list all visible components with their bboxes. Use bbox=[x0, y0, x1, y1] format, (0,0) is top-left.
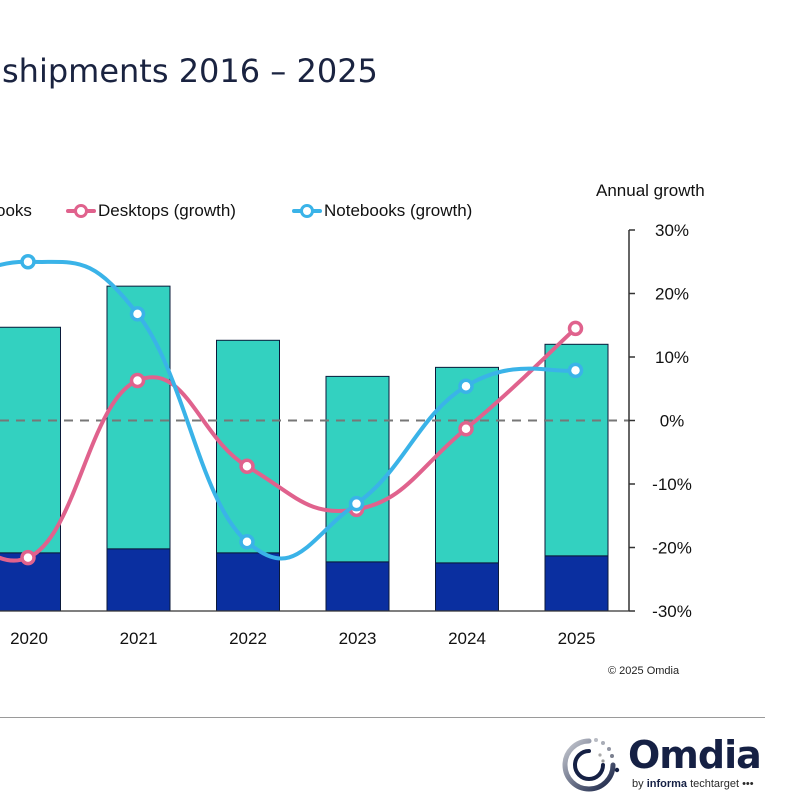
right-axis-tick-label: 30% bbox=[655, 221, 689, 240]
right-axis-tick-label: 10% bbox=[655, 348, 689, 367]
x-tick-label: 2021 bbox=[120, 629, 158, 648]
point-desktops-growth-2025 bbox=[567, 320, 584, 337]
x-tick-label: 2024 bbox=[448, 629, 486, 648]
logo-sub-brand: informa bbox=[646, 778, 688, 790]
bar-desktops-2024 bbox=[435, 562, 499, 612]
line-marker-icon bbox=[292, 204, 322, 218]
right-axis-tick-label: -30% bbox=[652, 602, 692, 621]
x-tick-label: 2023 bbox=[339, 629, 377, 648]
legend-label: Desktops (growth) bbox=[98, 201, 236, 220]
right-axis-tick-label: -20% bbox=[652, 539, 692, 558]
legend-item-notebooks-growth: Notebooks (growth) bbox=[292, 201, 472, 221]
point-notebooks-growth-2020 bbox=[20, 254, 36, 270]
omdia-logo-mark-icon bbox=[562, 738, 620, 792]
bar-desktops-2021 bbox=[106, 548, 171, 612]
point-notebooks-growth-2025 bbox=[567, 362, 584, 379]
legend-item-desktops-growth: Desktops (growth) bbox=[66, 201, 236, 221]
logo-sub-prefix: by bbox=[632, 778, 647, 790]
logo-wordmark: Omdia bbox=[628, 733, 762, 777]
chart-plot: 30% 20% 10% 0% -10% -20% -30% 2020 2021 2022 2023… bbox=[0, 221, 692, 648]
point-notebooks-growth-2021 bbox=[129, 306, 146, 322]
footer-divider bbox=[0, 717, 765, 718]
x-tick-label: 2022 bbox=[229, 629, 267, 648]
x-tick-label: 2020 bbox=[10, 629, 48, 648]
point-notebooks-growth-2024 bbox=[458, 378, 474, 394]
x-tick-label: 2025 bbox=[558, 629, 596, 648]
point-notebooks-growth-2023 bbox=[348, 495, 365, 512]
copyright-text: © 2025 Omdia bbox=[608, 665, 680, 677]
logo-subtitle: by informa techtarget ••• bbox=[632, 778, 754, 790]
point-desktops-growth-2020 bbox=[20, 549, 36, 566]
bar-desktops-2022 bbox=[216, 552, 280, 612]
line-marker-icon bbox=[66, 204, 96, 218]
bar-notebooks-2020 bbox=[0, 326, 61, 554]
bar-desktops-2023 bbox=[325, 561, 390, 612]
legend-label: Notebooks (growth) bbox=[324, 201, 473, 220]
right-axis-tick-label: 20% bbox=[655, 285, 689, 304]
bar-notebooks-2025 bbox=[544, 343, 609, 557]
chart-title: shipments 2016 – 2025 bbox=[2, 52, 378, 90]
point-desktops-growth-2024 bbox=[458, 421, 474, 437]
bar-notebooks-2021 bbox=[106, 285, 171, 550]
omdia-logo: Omdia by informa techtarget ••• bbox=[556, 733, 766, 793]
legend-item-notebooks-bar: ooks bbox=[0, 201, 32, 221]
bar-notebooks-2023 bbox=[325, 375, 390, 563]
right-axis-tick-label: 0% bbox=[660, 412, 685, 431]
bar-desktops-2025 bbox=[544, 555, 609, 612]
bar-notebooks-2024 bbox=[435, 366, 499, 564]
logo-sub-suffix: techtarget ••• bbox=[687, 778, 754, 790]
right-axis-tick-label: -10% bbox=[652, 475, 692, 494]
point-desktops-growth-2021 bbox=[129, 372, 146, 389]
point-desktops-growth-2022 bbox=[239, 458, 255, 474]
point-notebooks-growth-2022 bbox=[239, 534, 255, 550]
right-axis-title: Annual growth bbox=[596, 181, 705, 200]
legend-label: ooks bbox=[0, 201, 32, 220]
